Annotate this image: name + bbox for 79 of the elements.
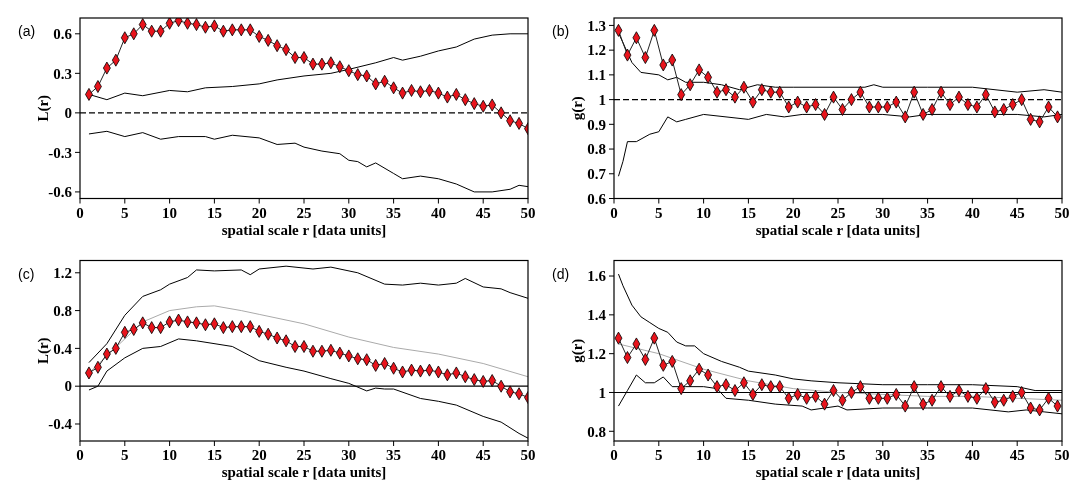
y-tick-label: 0 xyxy=(64,378,72,395)
x-tick-label: 0 xyxy=(610,204,618,221)
x-tick-label: 25 xyxy=(830,204,846,221)
y-tick-label: 0.9 xyxy=(587,116,606,133)
x-tick-label: 35 xyxy=(386,204,402,221)
y-axis-title: L(r) xyxy=(35,94,52,122)
x-tick-label: 30 xyxy=(875,204,891,221)
x-tick-label: 40 xyxy=(430,204,446,221)
x-tick-label: 10 xyxy=(162,447,178,463)
y-tick-label: 1.6 xyxy=(587,268,607,285)
x-tick-label: 45 xyxy=(1009,447,1025,463)
x-axis-title: spatial scale r [data units] xyxy=(755,464,921,480)
y-tick-label: 0.8 xyxy=(53,302,72,319)
y-tick-label: 1.2 xyxy=(587,42,606,59)
x-tick-label: 5 xyxy=(121,204,129,221)
x-tick-label: 20 xyxy=(251,204,267,221)
y-tick-label: 0.6 xyxy=(587,190,607,207)
x-tick-label: 5 xyxy=(655,447,663,463)
text: (b) xyxy=(552,23,570,39)
x-tick-label: 15 xyxy=(740,447,756,463)
x-tick-label: 30 xyxy=(341,204,357,221)
x-tick-label: 50 xyxy=(520,204,536,221)
x-tick-label: 45 xyxy=(475,204,491,221)
x-tick-label: 5 xyxy=(121,447,129,463)
y-axis-title: g(r) xyxy=(569,338,586,363)
x-tick-label: 25 xyxy=(296,204,312,221)
x-tick-label: 15 xyxy=(206,204,222,221)
y-tick-label: -0.3 xyxy=(48,144,72,161)
y-tick-label: 0 xyxy=(64,105,72,122)
x-tick-label: 40 xyxy=(964,204,980,221)
x-tick-label: 0 xyxy=(76,204,84,221)
y-tick-label: 0.3 xyxy=(53,65,72,82)
x-tick-label: 5 xyxy=(655,204,663,221)
x-tick-label: 40 xyxy=(430,447,446,463)
x-tick-label: 50 xyxy=(520,447,536,463)
x-tick-label: 25 xyxy=(296,447,312,463)
x-tick-label: 10 xyxy=(696,204,712,221)
text: (d) xyxy=(552,265,570,282)
x-tick-label: 35 xyxy=(920,447,936,463)
x-axis-title: spatial scale r [data units] xyxy=(221,221,387,238)
y-tick-label: 1 xyxy=(598,91,606,108)
x-tick-label: 45 xyxy=(1009,204,1025,221)
text: (c) xyxy=(18,265,35,282)
x-tick-label: 50 xyxy=(1054,447,1070,463)
y-tick-label: 0.4 xyxy=(53,340,73,357)
x-tick-label: 35 xyxy=(920,204,936,221)
y-tick-label: -0.4 xyxy=(48,416,73,433)
y-axis-title: g(r) xyxy=(569,96,586,121)
y-tick-label: 1.1 xyxy=(587,67,606,84)
x-tick-label: 10 xyxy=(162,204,178,221)
x-tick-label: 0 xyxy=(610,447,618,463)
y-tick-label: 0.8 xyxy=(587,141,606,158)
x-tick-label: 30 xyxy=(341,447,357,463)
x-tick-label: 20 xyxy=(785,447,801,463)
x-tick-label: 15 xyxy=(740,204,756,221)
y-tick-label: 0.8 xyxy=(587,423,606,440)
x-tick-label: 20 xyxy=(251,447,267,463)
x-tick-label: 25 xyxy=(830,447,846,463)
x-tick-label: 10 xyxy=(696,447,712,463)
x-tick-label: 35 xyxy=(386,447,402,463)
y-axis-title: L(r) xyxy=(35,337,52,365)
y-tick-label: -0.6 xyxy=(48,184,73,201)
x-tick-label: 30 xyxy=(875,447,891,463)
y-tick-label: 0.7 xyxy=(587,166,607,183)
x-axis-title: spatial scale r [data units] xyxy=(221,464,387,480)
y-tick-label: 1.2 xyxy=(587,345,606,362)
y-tick-label: 1.3 xyxy=(587,17,606,34)
x-tick-label: 45 xyxy=(475,447,491,463)
x-tick-label: 15 xyxy=(206,447,222,463)
text: (a) xyxy=(18,23,36,39)
x-tick-label: 50 xyxy=(1054,204,1070,221)
x-tick-label: 0 xyxy=(76,447,84,463)
y-tick-label: 0.6 xyxy=(53,26,73,43)
y-tick-label: 1.4 xyxy=(587,307,607,324)
x-tick-label: 20 xyxy=(785,204,801,221)
x-tick-label: 40 xyxy=(964,447,980,463)
y-tick-label: 1 xyxy=(598,384,606,401)
x-axis-title: spatial scale r [data units] xyxy=(755,221,921,238)
y-tick-label: 1.2 xyxy=(53,265,72,282)
